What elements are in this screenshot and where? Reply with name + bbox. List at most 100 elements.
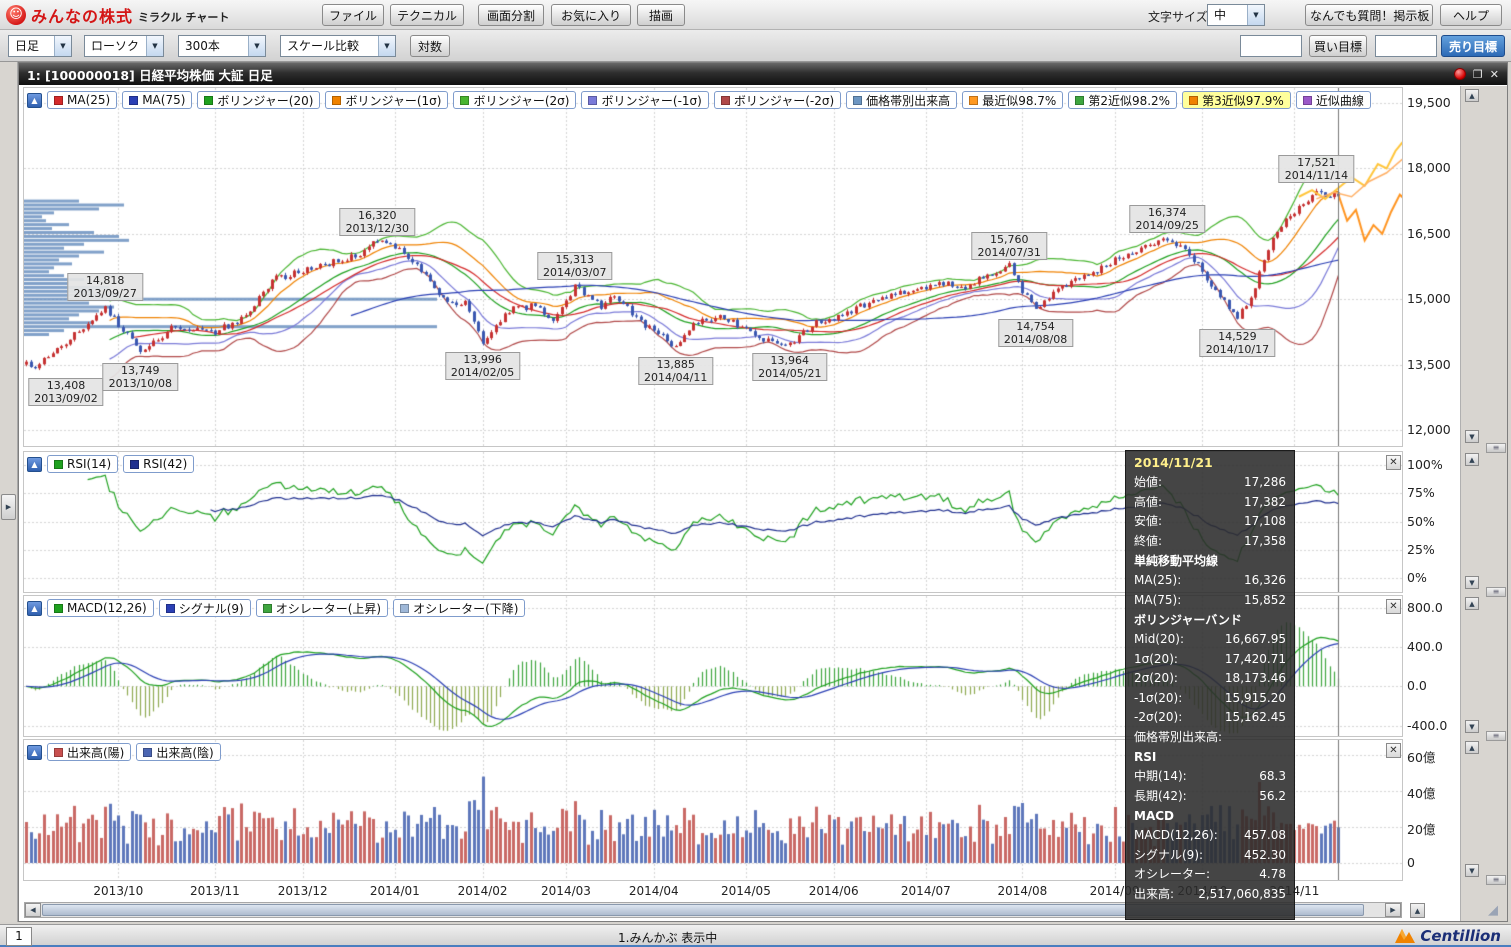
- price-indicator-chip[interactable]: ボリンジャー(-1σ): [581, 91, 709, 109]
- chart-tab-1[interactable]: 1: [6, 927, 32, 946]
- rsi-legend-collapse-icon[interactable]: ▲: [27, 456, 42, 472]
- technical-button[interactable]: テクニカル: [390, 4, 464, 26]
- horizontal-scrollbar[interactable]: ◀ ▶: [24, 902, 1402, 918]
- price-scroll-down-icon[interactable]: ▼: [1465, 430, 1479, 443]
- price-indicator-chip[interactable]: MA(75): [122, 91, 193, 109]
- x-axis-label: 2014/06: [808, 884, 859, 898]
- y-axis-label: 20億: [1407, 822, 1436, 837]
- color-swatch-icon: [588, 95, 598, 105]
- buy-target-input[interactable]: [1240, 35, 1302, 57]
- realtime-icon[interactable]: [1453, 68, 1466, 80]
- color-swatch-icon: [54, 603, 63, 613]
- macd-indicator-chip[interactable]: オシレーター(上昇): [255, 599, 389, 617]
- panel-resize-handle[interactable]: ≡: [1486, 875, 1506, 885]
- scroll-left-icon[interactable]: ◀: [25, 903, 41, 917]
- indicator-chip-label: 出来高(陰): [156, 745, 214, 760]
- help-button[interactable]: ヘルプ: [1440, 4, 1502, 26]
- screen-split-button[interactable]: 画面分割: [478, 4, 544, 26]
- macd-scroll-up-icon[interactable]: ▲: [1465, 597, 1479, 610]
- tooltip-row-value: 2,517,060,835: [1198, 886, 1286, 901]
- tooltip-date: 2014/11/21: [1134, 455, 1213, 470]
- tooltip-row: MA(25): 16,326: [1126, 571, 1294, 591]
- jump-latest-icon[interactable]: ▲: [1410, 903, 1425, 918]
- price-scroll-up-icon[interactable]: ▲: [1465, 89, 1479, 102]
- chart-annotation: 16,320 2013/12/30: [339, 207, 415, 236]
- macd-scroll-down-icon[interactable]: ▼: [1465, 720, 1479, 733]
- macd-indicator-chip[interactable]: シグナル(9): [158, 599, 251, 617]
- chart-window-titlebar[interactable]: 1: [100000018] 日経平均株価 大証 日足 ❐ ✕: [19, 63, 1507, 85]
- volume-indicator-chip[interactable]: 出来高(陰): [136, 743, 221, 761]
- question-board-button[interactable]: なんでも質問！掲示板: [1305, 4, 1433, 26]
- log-scale-button[interactable]: 対数: [410, 35, 450, 57]
- price-indicator-chip[interactable]: 第3近似97.9%: [1182, 91, 1291, 109]
- color-swatch-icon: [400, 603, 410, 613]
- price-indicator-chip[interactable]: ボリンジャー(2σ): [453, 91, 577, 109]
- tooltip-row-label: MA(25):: [1134, 573, 1182, 587]
- window-resize-grip-icon[interactable]: ◢: [1488, 903, 1498, 918]
- price-legend-collapse-icon[interactable]: ▲: [27, 92, 42, 108]
- tooltip-row: 安値: 17,108: [1126, 512, 1294, 532]
- macd-indicator-chip[interactable]: オシレーター(下降): [393, 599, 526, 617]
- price-indicator-chip[interactable]: ボリンジャー(20): [197, 91, 321, 109]
- tooltip-row-value: 17,108: [1244, 514, 1286, 528]
- macd-indicator-chip[interactable]: MACD(12,26): [47, 599, 154, 617]
- indicator-chip-label: シグナル(9): [178, 601, 244, 616]
- close-icon[interactable]: ✕: [1489, 67, 1499, 81]
- scale-compare-select[interactable]: スケール比較 ▼: [280, 35, 396, 57]
- rsi-scroll-up-icon[interactable]: ▲: [1465, 453, 1479, 466]
- volume-scroll-down-icon[interactable]: ▼: [1465, 864, 1479, 877]
- font-size-value: 中: [1214, 8, 1227, 22]
- file-button[interactable]: ファイル: [322, 4, 384, 26]
- color-swatch-icon: [129, 95, 139, 105]
- rsi-indicator-chip[interactable]: RSI(14): [47, 455, 119, 473]
- price-indicator-chip[interactable]: 価格帯別出来高: [846, 91, 958, 109]
- volume-panel-close-icon[interactable]: ✕: [1386, 743, 1401, 758]
- price-indicator-chip[interactable]: ボリンジャー(1σ): [325, 91, 449, 109]
- sell-target-input[interactable]: [1375, 35, 1437, 57]
- volume-legend-collapse-icon[interactable]: ▲: [27, 744, 42, 760]
- price-indicator-chip[interactable]: 近似曲線: [1295, 91, 1371, 109]
- favorites-button[interactable]: お気に入り: [551, 4, 631, 26]
- tooltip-row: 出来高: 2,517,060,835: [1126, 885, 1294, 905]
- buy-target-button[interactable]: 買い目標: [1309, 35, 1367, 57]
- annotation-price: 13,885: [656, 357, 695, 371]
- period-select[interactable]: 日足 ▼: [8, 35, 72, 57]
- tooltip-row: 長期(42): 56.2: [1126, 787, 1294, 807]
- color-swatch-icon: [853, 95, 863, 105]
- maximize-icon[interactable]: ❐: [1472, 67, 1483, 81]
- side-panel-expand-icon[interactable]: ▶: [1, 494, 16, 520]
- rsi-scroll-down-icon[interactable]: ▼: [1465, 576, 1479, 589]
- volume-indicator-chip[interactable]: 出来高(陽): [47, 743, 132, 761]
- panel-resize-handle[interactable]: ≡: [1486, 443, 1506, 453]
- volume-scroll-up-icon[interactable]: ▲: [1465, 741, 1479, 754]
- tooltip-row-label: 安値:: [1134, 514, 1163, 528]
- bar-count-select[interactable]: 300本 ▼: [178, 35, 266, 57]
- chart-annotation: 17,521 2014/11/14: [1278, 155, 1355, 184]
- scroll-right-icon[interactable]: ▶: [1385, 903, 1401, 917]
- color-swatch-icon: [54, 747, 63, 757]
- font-size-select[interactable]: 中 ▼: [1207, 4, 1265, 26]
- price-indicator-chip[interactable]: ボリンジャー(-2σ): [713, 91, 842, 109]
- macd-indicator-legend: ▲ MACD(12,26) シグナル(9) オシレーター(上昇) オシレーター(下降): [27, 599, 526, 617]
- price-indicator-chip[interactable]: 第2近似98.2%: [1068, 91, 1178, 109]
- chart-style-select[interactable]: ローソク ▼: [84, 35, 164, 57]
- annotation-price: 16,374: [1147, 206, 1187, 220]
- price-indicator-chip[interactable]: MA(25): [47, 91, 118, 109]
- draw-button[interactable]: 描画: [637, 4, 685, 26]
- price-chart-canvas[interactable]: [24, 88, 1402, 446]
- panel-resize-handle[interactable]: ≡: [1486, 587, 1506, 597]
- color-swatch-icon: [1189, 95, 1199, 105]
- price-indicator-chip[interactable]: 最近似98.7%: [962, 91, 1064, 109]
- panel-resize-handle[interactable]: ≡: [1486, 731, 1506, 741]
- indicator-chip-label: ボリンジャー(-1σ): [601, 93, 702, 108]
- annotation-price: 14,754: [1016, 319, 1055, 333]
- logo-subtitle: ミラクル チャート: [138, 10, 230, 24]
- annotation-price: 13,749: [121, 363, 160, 377]
- sell-target-button[interactable]: 売り目標: [1441, 35, 1505, 57]
- scrollbar-thumb[interactable]: [42, 904, 1364, 916]
- rsi-panel-close-icon[interactable]: ✕: [1386, 455, 1401, 470]
- x-axis-label: 2014/04: [628, 884, 679, 898]
- macd-panel-close-icon[interactable]: ✕: [1386, 599, 1401, 614]
- rsi-indicator-chip[interactable]: RSI(42): [123, 455, 195, 473]
- macd-legend-collapse-icon[interactable]: ▲: [27, 600, 42, 616]
